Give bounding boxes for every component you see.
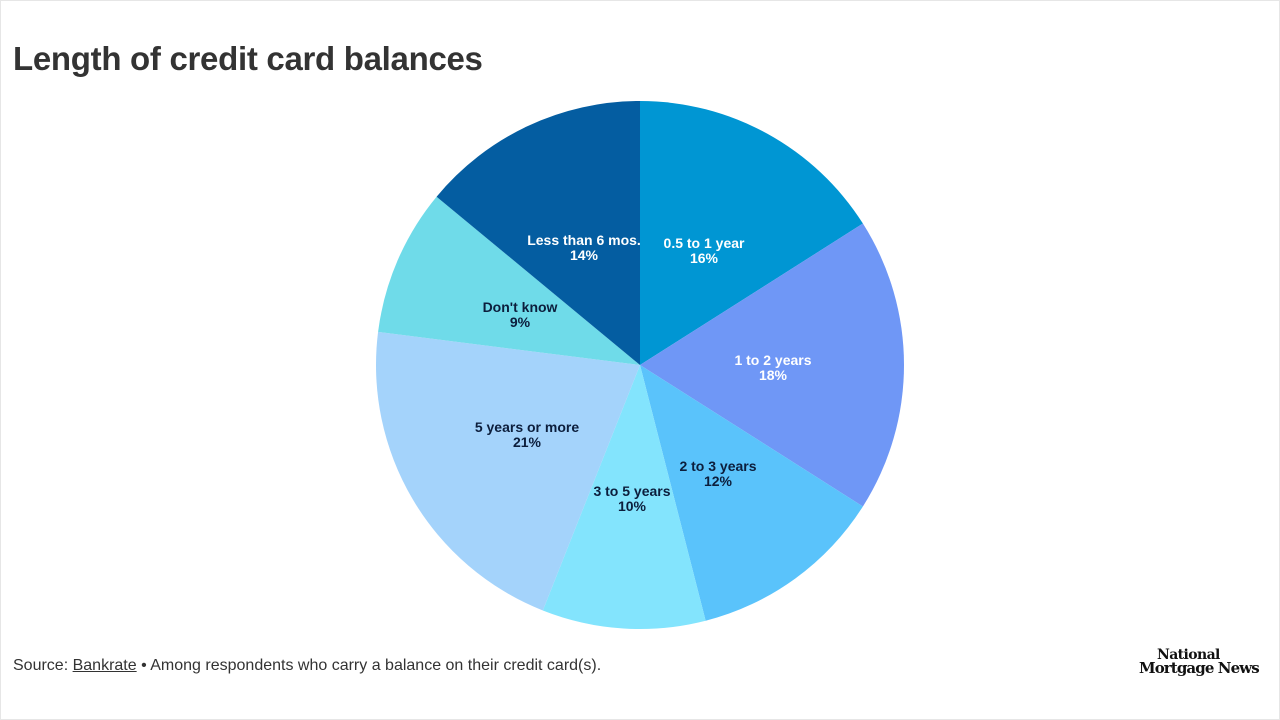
slice-label-5-years-or-more: 5 years or more 21% — [475, 419, 579, 450]
slice-label-3-to-5-years: 3 to 5 years 10% — [593, 483, 670, 514]
logo-line-2: Mortgage News — [1139, 659, 1260, 677]
logo-line-1: National — [1157, 647, 1220, 663]
pie-slices — [376, 101, 904, 629]
slice-label-less-than-6-mos: Less than 6 mos. 14% — [527, 232, 641, 263]
pie-slice-don-t-know — [378, 196, 640, 365]
pie-labels: 0.5 to 1 year 16% 1 to 2 years 18% 2 to 3 ye… — [475, 232, 812, 514]
source-prefix: Source: — [13, 657, 73, 674]
chart-title: Length of credit card balances — [13, 40, 483, 77]
national-mortgage-news-logo: National Mortgage News — [1139, 647, 1260, 677]
footer-note: Among respondents who carry a balance on… — [150, 657, 602, 674]
pie-slice-0-5-to-1-year — [640, 101, 863, 365]
pie-slice-3-to-5-years — [542, 365, 706, 629]
source-link-bankrate[interactable]: Bankrate — [72, 657, 137, 674]
slice-label-0-5-to-1-year: 0.5 to 1 year 16% — [664, 235, 745, 266]
slice-label-2-to-3-years: 2 to 3 years 12% — [679, 458, 756, 489]
slice-label-1-to-2-years: 1 to 2 years 18% — [734, 352, 811, 383]
slice-label-don-t-know: Don't know 9% — [483, 299, 558, 330]
chart-footer: Source: Bankrate • Among respondents who… — [13, 657, 601, 675]
pie-slice-less-than-6-mos — [436, 101, 640, 365]
pie-slice-2-to-3-years — [640, 365, 863, 621]
footer-separator: • — [136, 657, 151, 674]
pie-slice-1-to-2-years — [640, 223, 904, 507]
pie-slice-5-years-or-more — [376, 331, 640, 611]
